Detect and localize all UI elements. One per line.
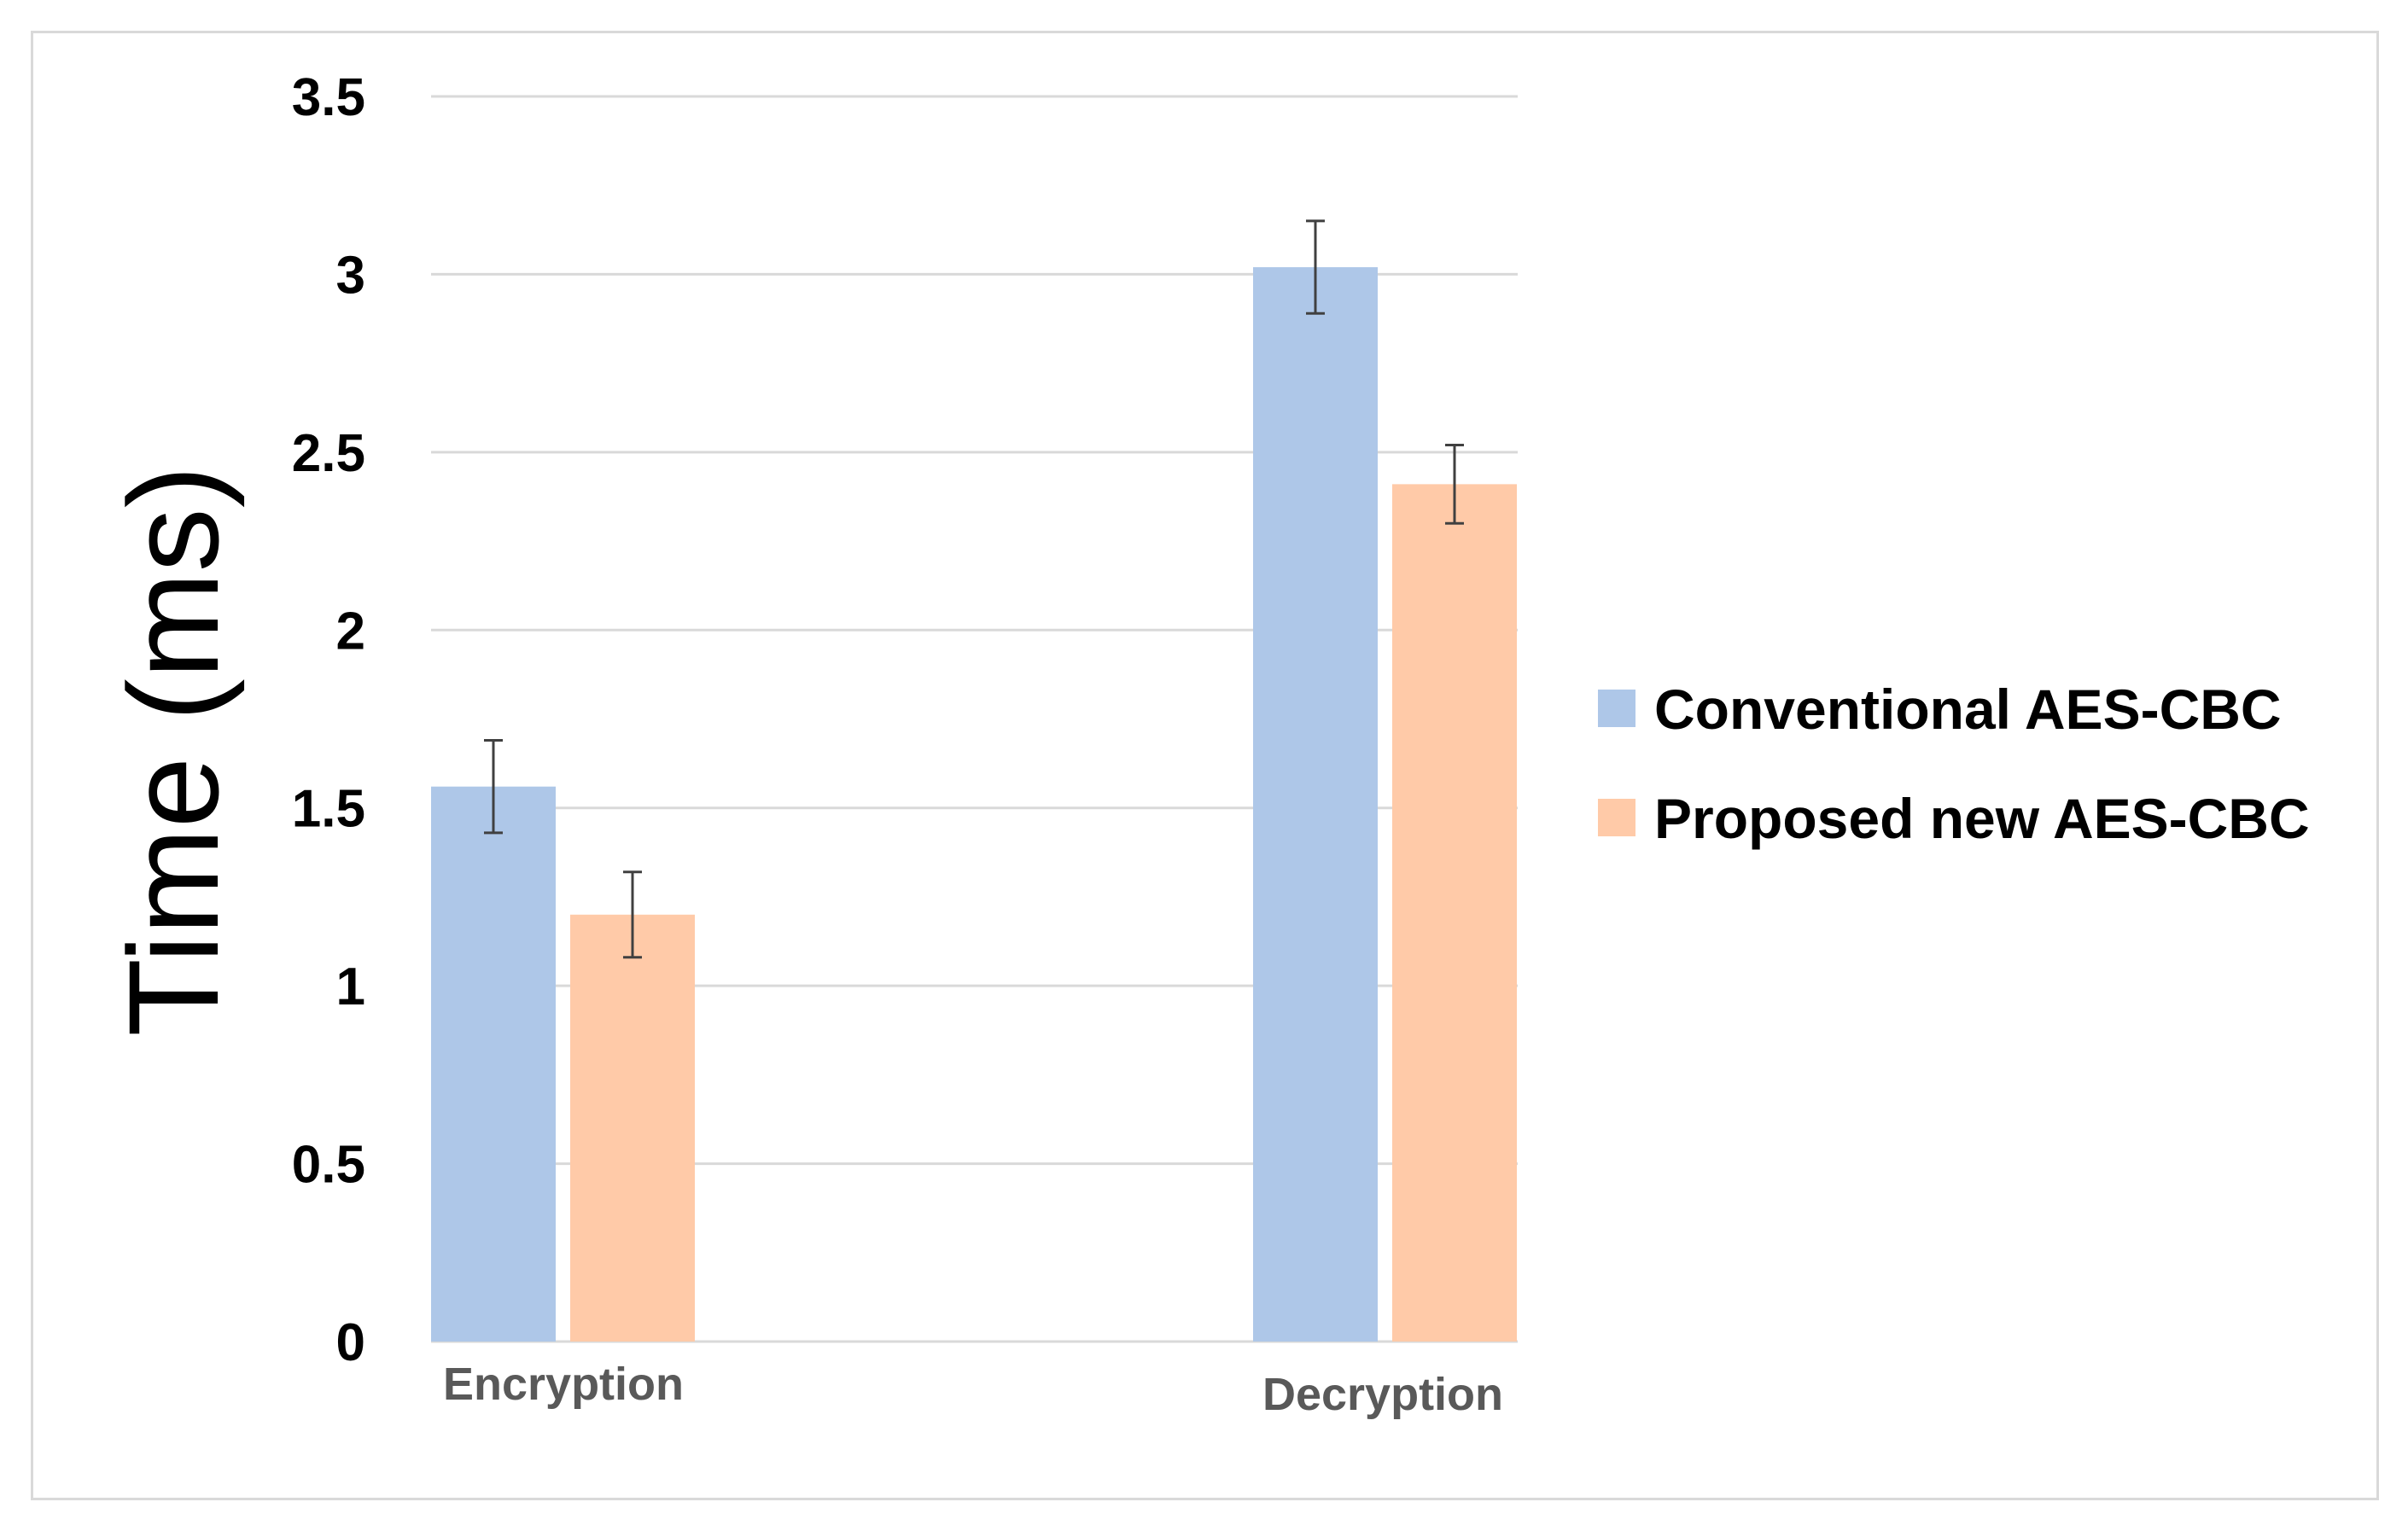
y-tick-labels: 0 0.5 1 1.5 2 2.5 3 3.5 (292, 68, 365, 1372)
legend: Conventional AES-CBC Proposed new AES-CBC (1598, 678, 2310, 850)
category-label: Encryption (443, 1359, 684, 1410)
y-tick-label: 1.5 (292, 780, 365, 839)
y-tick-label: 0 (336, 1313, 365, 1372)
y-tick-label: 3.5 (292, 68, 365, 127)
bars (431, 267, 1517, 1342)
legend-swatch (1598, 690, 1635, 727)
legend-label: Proposed new AES-CBC (1654, 787, 2310, 850)
legend-swatch (1598, 799, 1635, 836)
y-tick-label: 0.5 (292, 1136, 365, 1195)
y-tick-label: 2 (336, 602, 365, 661)
bar (570, 914, 695, 1342)
y-axis-label: Time (ms) (102, 465, 245, 1036)
bar (1253, 267, 1378, 1342)
chart-frame (31, 31, 2379, 1500)
legend-label: Conventional AES-CBC (1654, 678, 2282, 741)
category-labels: Encryption Decryption (443, 1359, 1503, 1420)
bar (1392, 484, 1517, 1342)
y-tick-label: 2.5 (292, 424, 365, 483)
error-bars (484, 219, 1464, 959)
y-tick-label: 1 (336, 958, 365, 1016)
y-tick-label: 3 (336, 246, 365, 305)
bar (431, 786, 556, 1342)
category-label: Decryption (1262, 1369, 1503, 1420)
